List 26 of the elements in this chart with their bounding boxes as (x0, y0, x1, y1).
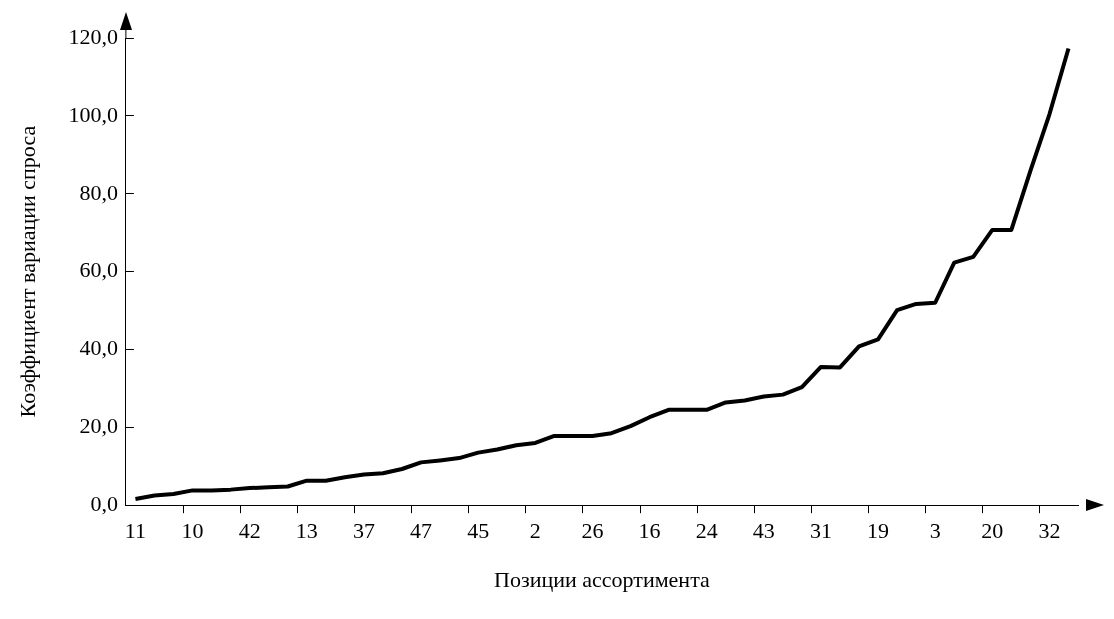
x-tick-label: 42 (238, 518, 261, 544)
x-tick-label: 19 (867, 518, 890, 544)
x-tick-label: 20 (981, 518, 1004, 544)
x-tick-label: 13 (295, 518, 318, 544)
x-tick-label: 47 (410, 518, 433, 544)
x-tick-label: 16 (638, 518, 661, 544)
x-tick-label: 31 (809, 518, 832, 544)
x-tick-label: 32 (1038, 518, 1061, 544)
x-tick-label: 10 (181, 518, 204, 544)
x-tick-label: 11 (124, 518, 147, 544)
y-tick-label: 100,0 (68, 101, 118, 127)
x-tick-label: 3 (929, 518, 941, 544)
y-tick-label: 120,0 (68, 23, 118, 49)
y-tick-label: 60,0 (79, 257, 118, 283)
x-tick-label: 37 (352, 518, 375, 544)
x-tick-label: 43 (752, 518, 775, 544)
y-tick-label: 0,0 (90, 490, 118, 516)
x-tick-label: 45 (467, 518, 490, 544)
y-tick-label: 80,0 (79, 179, 118, 205)
y-axis-title: Коэффициент вариации спроса (14, 125, 40, 418)
x-tick-label: 26 (581, 518, 604, 544)
x-tick-label: 24 (695, 518, 718, 544)
x-axis-title: Позиции ассортимента (494, 566, 711, 592)
x-tick-label: 2 (529, 518, 541, 544)
y-tick-label: 40,0 (79, 335, 118, 361)
y-tick-label: 20,0 (79, 413, 118, 439)
